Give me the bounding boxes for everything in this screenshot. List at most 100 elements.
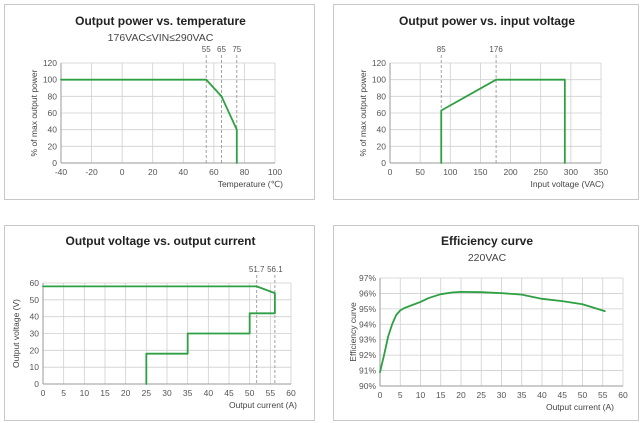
chart-subtitle: 220VAC — [468, 252, 507, 264]
y-tick-label: 90% — [359, 381, 376, 391]
y-tick-label: 91% — [359, 366, 376, 376]
chart-panel-output-voltage-vs-output-current: Output voltage vs. output current 0 5 10 15 2… — [4, 225, 315, 421]
y-tick-label: 60 — [30, 278, 40, 288]
y-tick-label: 40 — [48, 125, 58, 135]
chart-output-power-vs-input-voltage: Output power vs. input voltage 0 50 100 150 2… — [358, 14, 608, 189]
y-tick-label: 20 — [48, 141, 58, 151]
x-tick-label: 25 — [477, 390, 487, 400]
x-tick-label: 300 — [564, 167, 578, 177]
series-line — [60, 78, 238, 164]
x-tick-label: 150 — [473, 167, 487, 177]
x-tick-label: 45 — [558, 390, 568, 400]
chart-panel-efficiency-curve: Efficiency curve 220VAC 0 5 10 15 20 25 30 35 40 45… — [333, 225, 639, 421]
x-tick-label: -20 — [85, 167, 98, 177]
x-tick-label: 60 — [618, 390, 628, 400]
y-tick-label: 80 — [48, 91, 58, 101]
x-tick-label: 60 — [286, 388, 296, 398]
marker-label: 56.1 — [267, 265, 283, 274]
chart-panel-output-power-vs-input-voltage: Output power vs. input voltage 0 50 100 150 2… — [333, 4, 639, 200]
y-tick-label: 40 — [377, 125, 387, 135]
y-tick-label: 10 — [30, 362, 40, 372]
y-tick-label: 96% — [359, 288, 376, 298]
x-tick-label: 10 — [416, 390, 426, 400]
x-tick-label: 15 — [100, 388, 110, 398]
x-tick-label: 50 — [245, 388, 255, 398]
marker-label: 75 — [232, 45, 241, 54]
x-tick-label: 20 — [456, 390, 466, 400]
y-tick-label: 0 — [52, 158, 57, 168]
series-line — [379, 290, 606, 374]
x-tick-label: 200 — [503, 167, 517, 177]
y-tick-label: 120 — [372, 58, 386, 68]
marker-label: 65 — [217, 45, 226, 54]
x-tick-label: 35 — [183, 388, 193, 398]
x-axis-label: Input voltage (VAC) — [530, 179, 604, 189]
x-tick-label: 0 — [41, 388, 46, 398]
y-tick-label: 120 — [43, 58, 57, 68]
x-tick-label: 30 — [162, 388, 172, 398]
chart-output-voltage-vs-output-current: Output voltage vs. output current 0 5 10 15 2… — [11, 234, 297, 410]
chart-efficiency-curve: Efficiency curve 220VAC 0 5 10 15 20 25 30 35 40 45… — [348, 234, 628, 412]
x-tick-label: 40 — [204, 388, 214, 398]
chart-title: Efficiency curve — [441, 234, 533, 248]
y-tick-label: 30 — [30, 329, 40, 339]
x-tick-label: 100 — [268, 167, 282, 177]
x-tick-label: 60 — [209, 167, 219, 177]
y-axis-label: Output voltage (V) — [11, 299, 21, 368]
y-tick-label: 80 — [377, 91, 387, 101]
y-tick-label: 20 — [30, 345, 40, 355]
series-line — [440, 78, 566, 164]
y-tick-label: 60 — [48, 108, 58, 118]
x-tick-label: 30 — [497, 390, 507, 400]
x-tick-label: 5 — [398, 390, 403, 400]
x-tick-label: 50 — [578, 390, 588, 400]
x-tick-label: 250 — [534, 167, 548, 177]
x-tick-label: 20 — [121, 388, 131, 398]
x-tick-label: 5 — [61, 388, 66, 398]
chart-subtitle: 176VAC≤VIN≤290VAC — [108, 32, 214, 44]
x-tick-label: 100 — [443, 167, 457, 177]
x-axis-label: Output current (A) — [229, 400, 297, 410]
y-tick-label: 20 — [377, 141, 387, 151]
y-tick-label: 0 — [34, 379, 39, 389]
x-tick-label: 50 — [415, 167, 425, 177]
x-tick-label: 0 — [378, 390, 383, 400]
x-tick-label: 40 — [179, 167, 189, 177]
x-tick-label: 350 — [594, 167, 608, 177]
y-tick-label: 50 — [30, 295, 40, 305]
y-tick-label: 92% — [359, 350, 376, 360]
x-tick-label: -40 — [55, 167, 68, 177]
chart-title: Output voltage vs. output current — [65, 234, 255, 248]
y-axis-label: Efficiency curve — [348, 302, 358, 362]
x-tick-label: 40 — [537, 390, 547, 400]
y-tick-label: 94% — [359, 319, 376, 329]
x-tick-label: 25 — [142, 388, 152, 398]
marker-label: 85 — [437, 45, 446, 54]
x-tick-label: 10 — [80, 388, 90, 398]
x-tick-label: 35 — [517, 390, 527, 400]
x-axis-label: Output current (A) — [546, 402, 614, 412]
y-tick-label: 0 — [381, 158, 386, 168]
y-tick-label: 95% — [359, 304, 376, 314]
y-axis-label: % of max output power — [29, 69, 39, 156]
y-tick-label: 40 — [30, 312, 40, 322]
series-line — [42, 285, 276, 385]
x-tick-label: 80 — [240, 167, 250, 177]
x-tick-label: 55 — [266, 388, 276, 398]
chart-title: Output power vs. temperature — [75, 14, 246, 28]
marker-label: 51.7 — [249, 265, 265, 274]
y-axis-label: % of max output power — [358, 69, 368, 156]
chart-title: Output power vs. input voltage — [399, 14, 575, 28]
marker-label: 55 — [202, 45, 211, 54]
marker-label: 176 — [489, 45, 503, 54]
x-tick-label: 20 — [148, 167, 158, 177]
y-tick-label: 93% — [359, 335, 376, 345]
x-axis-label: Temperature (℃) — [218, 179, 283, 189]
y-tick-label: 100 — [372, 75, 386, 85]
y-tick-label: 60 — [377, 108, 387, 118]
y-tick-label: 100 — [43, 75, 57, 85]
x-tick-label: 0 — [120, 167, 125, 177]
x-tick-label: 15 — [436, 390, 446, 400]
chart-output-power-vs-temperature: Output power vs. temperature 176VAC≤VIN≤2… — [29, 14, 283, 189]
x-tick-label: 55 — [598, 390, 608, 400]
